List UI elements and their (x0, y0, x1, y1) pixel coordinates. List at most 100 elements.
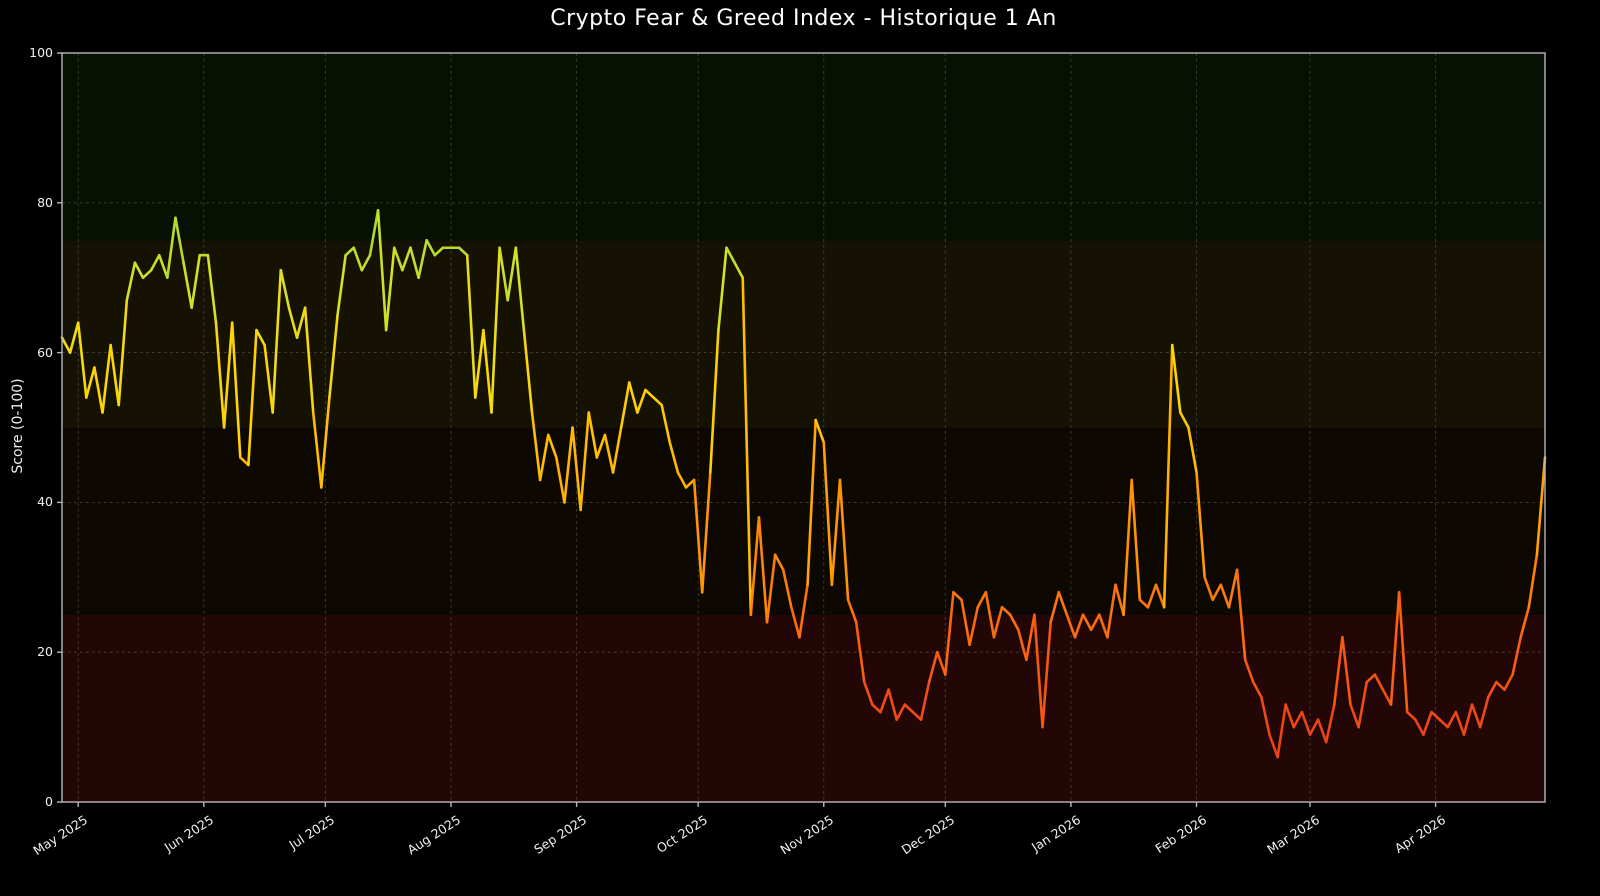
score-line-segment (538, 433, 550, 482)
score-line-segment (1033, 613, 1044, 729)
score-line-segment (903, 703, 915, 714)
score-line-segment (376, 208, 388, 332)
score-line-segment (206, 253, 218, 324)
score-line-segment (919, 680, 931, 721)
score-line-segment (522, 328, 534, 414)
score-line-segment (838, 478, 850, 602)
score-line-segment (1089, 613, 1101, 632)
score-line-segment (182, 261, 193, 309)
score-line-segment (676, 471, 688, 489)
score-line-segment (101, 343, 112, 414)
score-line-segment (166, 216, 177, 279)
score-line-segment (822, 441, 834, 587)
score-line-segment (636, 388, 647, 414)
score-line-segment (1260, 695, 1271, 736)
score-line-segment (190, 253, 202, 309)
score-line-segment (1381, 688, 1393, 706)
plot-border (61, 52, 1546, 803)
score-line-segment (255, 328, 266, 347)
score-line-segment (668, 441, 680, 474)
score-line-segment (1446, 710, 1458, 729)
score-line-segment (1462, 703, 1474, 736)
score-line-segment (1170, 343, 1182, 414)
score-line-segment (1503, 673, 1514, 691)
score-line-segment (1162, 343, 1174, 609)
score-line-segment (68, 321, 80, 354)
score-line-segment (1268, 733, 1279, 759)
score-line-segment (425, 238, 437, 257)
score-line-segment (992, 605, 1004, 639)
score-line-segment (1349, 703, 1360, 729)
score-line-segment (117, 298, 129, 407)
score-line-segment (871, 703, 882, 714)
score-line-segment (579, 411, 591, 512)
score-line-segment (214, 321, 226, 429)
score-line-segment (1000, 605, 1012, 617)
score-line-segment (862, 680, 874, 706)
x-tick-label: Nov 2025 (777, 812, 836, 858)
score-line-segment (1130, 478, 1142, 602)
score-line-segment (174, 216, 185, 265)
y-tick-label: 40 (37, 494, 53, 510)
score-line-segment (149, 253, 161, 272)
score-line-segment (968, 605, 980, 647)
score-line-segment (757, 516, 769, 624)
score-line-segment (571, 426, 582, 512)
score-line-segment (141, 268, 153, 279)
score-line-segment (611, 426, 623, 474)
x-tick-label: Jul 2025 (286, 812, 338, 853)
score-line-segment (960, 598, 971, 647)
score-line-segment (336, 253, 347, 317)
score-line-segment (887, 688, 898, 721)
score-line-segment (1308, 718, 1320, 736)
score-line-segment (506, 246, 518, 302)
score-band-75-100 (62, 53, 1545, 241)
score-line-segment (530, 411, 542, 482)
score-line-segment (627, 381, 639, 414)
score-line-segment (230, 321, 242, 459)
score-line-segment (1333, 635, 1344, 706)
x-tick-label: Oct 2025 (653, 812, 711, 856)
score-line-segment (790, 605, 801, 639)
score-line-segment (563, 426, 574, 504)
score-line-segment (700, 471, 712, 594)
score-line-segment (765, 553, 777, 624)
score-line-segment (60, 336, 72, 354)
x-tick-label: Feb 2026 (1151, 812, 1209, 857)
score-line-segment (433, 246, 445, 257)
score-line-segment (1430, 710, 1441, 721)
y-tick-label: 100 (29, 45, 53, 60)
score-line-segment (927, 650, 939, 684)
score-line-segment (1292, 710, 1304, 729)
score-line-segment (514, 246, 526, 332)
score-line-segment (1211, 583, 1223, 602)
score-line-segment (1454, 710, 1466, 736)
score-line-segment (1535, 456, 1547, 557)
score-line-segment (1478, 695, 1490, 729)
score-line-segment (1049, 590, 1061, 624)
score-line-segment (1357, 680, 1369, 729)
score-line-segment (1114, 583, 1125, 617)
score-line-segment (1486, 680, 1498, 699)
score-line-segment (1251, 680, 1263, 699)
score-line-segment (125, 261, 137, 302)
score-line-segment (854, 620, 866, 684)
score-line-segment (1008, 613, 1020, 632)
score-line-segment (976, 590, 988, 609)
score-line-segment (1073, 613, 1085, 639)
score-line-segment (473, 328, 485, 399)
score-line-segment (935, 650, 947, 676)
score-line-segment (1219, 583, 1231, 609)
score-line-segment (773, 553, 785, 572)
y-tick-label: 0 (45, 794, 53, 809)
x-tick-label: Dec 2025 (899, 812, 958, 858)
score-line-segment (944, 590, 955, 676)
score-line-segment (238, 456, 250, 467)
score-line-segment (1122, 478, 1134, 617)
score-line-segment (417, 238, 428, 279)
score-line-segment (1154, 583, 1166, 609)
score-line-segment (279, 268, 291, 309)
x-tick-label: Apr 2026 (1391, 812, 1448, 856)
score-line-segment (1495, 680, 1506, 691)
score-line-segment (287, 306, 299, 339)
